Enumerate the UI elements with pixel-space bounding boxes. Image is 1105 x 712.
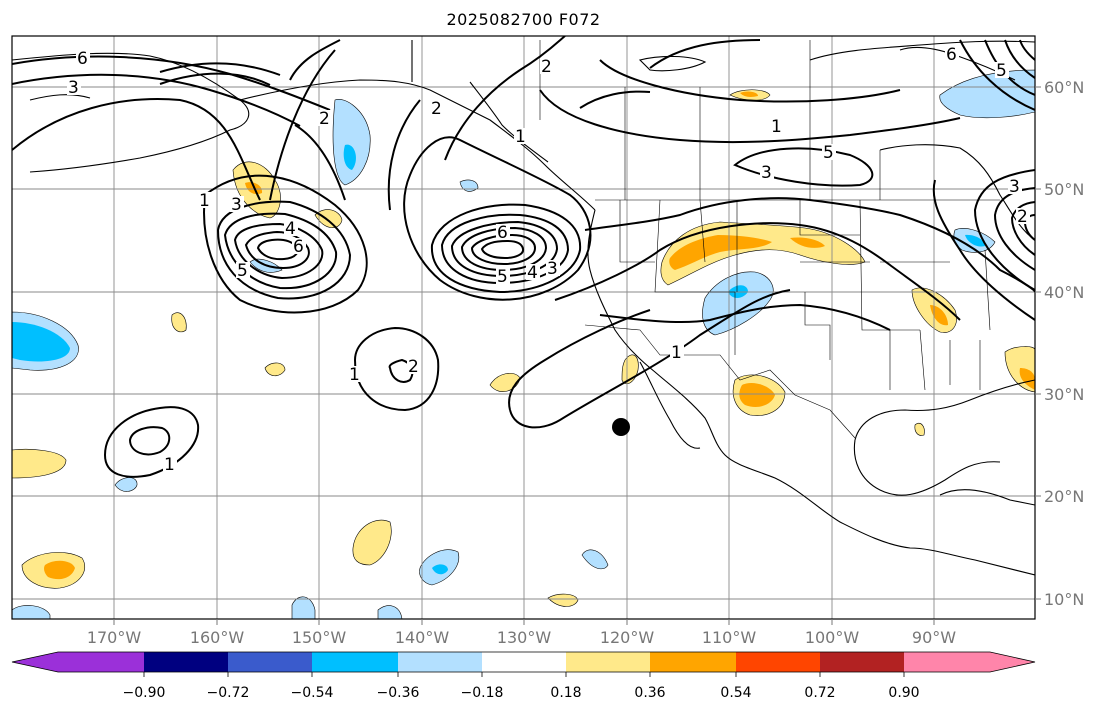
lon-label: 170°W xyxy=(87,628,142,647)
location-marker-icon xyxy=(612,418,630,436)
contour-label: 3 xyxy=(547,259,558,279)
lat-label: 60°N xyxy=(1044,78,1084,97)
contour-label: 1 xyxy=(349,365,360,385)
lat-ticks xyxy=(1035,86,1041,600)
contour-label: 1 xyxy=(771,117,782,137)
contour-label: 6 xyxy=(946,45,957,65)
colorbar-tick: −0.36 xyxy=(377,685,420,701)
chart-title: 2025082700 F072 xyxy=(446,10,601,29)
lat-label: 30°N xyxy=(1044,385,1084,404)
colorbar-tick: −0.90 xyxy=(123,685,166,701)
lat-label: 40°N xyxy=(1044,283,1084,302)
lon-label: 100°W xyxy=(805,628,860,647)
lon-ticks xyxy=(113,619,935,625)
contour-label: 2 xyxy=(408,357,419,377)
contour-label: 2 xyxy=(541,57,552,77)
contour-label: 5 xyxy=(497,267,508,287)
map-frame xyxy=(11,35,1036,620)
lat-label: 10°N xyxy=(1044,590,1084,609)
contour-label: 1 xyxy=(515,127,526,147)
contour-label: 1 xyxy=(199,191,210,211)
contour-label: 1 xyxy=(671,343,682,363)
contour-label: 3 xyxy=(231,195,242,215)
lon-label: 120°W xyxy=(600,628,655,647)
colorbar-tick: 0.36 xyxy=(634,685,665,701)
graticule xyxy=(12,36,1035,619)
contour-label: 4 xyxy=(285,219,296,239)
colorbar-tick: 0.90 xyxy=(888,685,919,701)
colorbar-tick: −0.72 xyxy=(207,685,250,701)
contour-lines xyxy=(12,36,1035,478)
lon-label: 150°W xyxy=(292,628,347,647)
contour-label: 2 xyxy=(431,99,442,119)
coastlines xyxy=(12,40,1035,576)
lon-label: 90°W xyxy=(912,628,956,647)
contour-label: 5 xyxy=(996,61,1007,81)
lat-labels: 60°N 50°N 40°N 30°N 20°N 10°N xyxy=(1044,78,1084,609)
lon-label: 140°W xyxy=(395,628,450,647)
colorbar-tick: −0.18 xyxy=(461,685,504,701)
colorbar-tick: 0.72 xyxy=(804,685,835,701)
contour-label: 6 xyxy=(293,237,304,257)
contour-label: 3 xyxy=(68,78,79,98)
contour-label: 5 xyxy=(823,143,834,163)
contour-label-group: 6 3 2 1 2 3 4 5 6 2 1 2 1 6 xyxy=(67,45,1030,475)
lat-label: 50°N xyxy=(1044,180,1084,199)
contour-label: 5 xyxy=(237,261,248,281)
colorbar-tick: 0.54 xyxy=(720,685,751,701)
contour-label: 3 xyxy=(1009,177,1020,197)
lon-label: 130°W xyxy=(497,628,552,647)
contour-label: 2 xyxy=(1017,207,1028,227)
contour-label: 3 xyxy=(761,163,772,183)
lon-labels: 170°W 160°W 150°W 140°W 130°W 120°W 110°… xyxy=(87,628,956,647)
contour-label: 6 xyxy=(497,223,508,243)
lon-label: 160°W xyxy=(190,628,245,647)
lat-label: 20°N xyxy=(1044,487,1084,506)
colorbar: −0.90 −0.72 −0.54 −0.36 −0.18 0.18 0.36 … xyxy=(11,651,1036,701)
contour-label: 2 xyxy=(319,109,330,129)
colorbar-tick: −0.54 xyxy=(291,685,334,701)
colorbar-tick: 0.18 xyxy=(550,685,581,701)
contour-label: 6 xyxy=(77,49,88,69)
lon-label: 110°W xyxy=(702,628,757,647)
contour-label: 4 xyxy=(527,263,538,283)
contour-label: 1 xyxy=(164,455,175,475)
